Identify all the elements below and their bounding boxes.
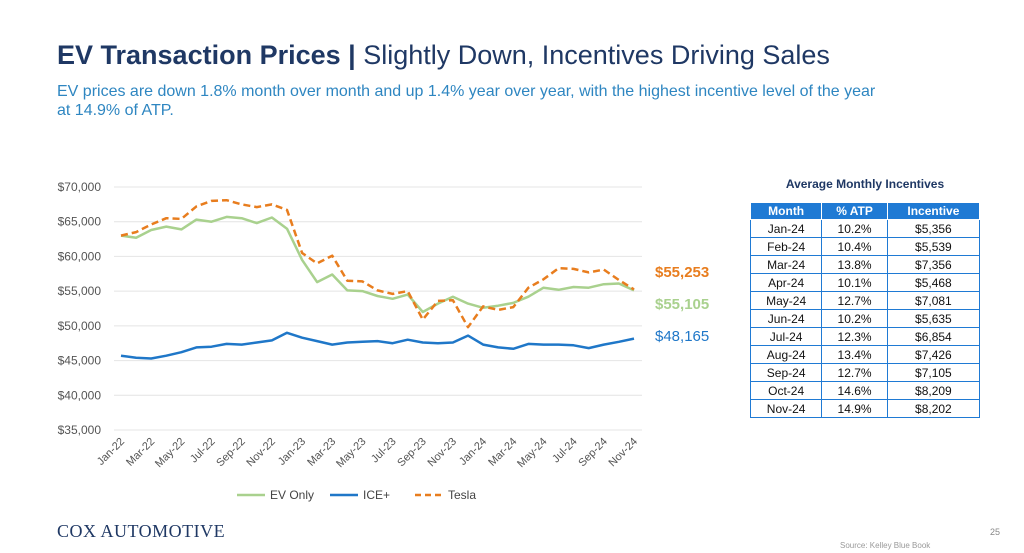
- x-tick-label: Jan-23: [276, 436, 308, 468]
- table-cell: 12.7%: [821, 291, 888, 310]
- table-row: Oct-24 14.6% $8,209: [749, 381, 981, 400]
- table-cell: $5,635: [886, 309, 981, 328]
- table-row: Jan-24 10.2% $5,356: [749, 219, 981, 238]
- series-line-ev-only: [120, 215, 635, 314]
- table-cell: Jul-24: [749, 327, 823, 346]
- table-row: Mar-24 13.8% $7,356: [749, 255, 981, 274]
- y-tick-label: $65,000: [58, 215, 102, 229]
- title-bold: EV Transaction Prices |: [57, 40, 356, 70]
- x-tick-label: May-23: [334, 436, 368, 470]
- table-cell: 10.2%: [821, 309, 888, 328]
- series-line-ice-: [120, 331, 635, 360]
- end-value-label: $48,165: [655, 328, 709, 345]
- table-cell: Nov-24: [749, 399, 823, 418]
- table-row: Jul-24 12.3% $6,854: [749, 327, 981, 346]
- table-title: Average Monthly Incentives: [785, 177, 945, 191]
- table-cell: Aug-24: [749, 345, 823, 364]
- table-cell: Feb-24: [749, 237, 823, 256]
- y-tick-label: $45,000: [58, 354, 102, 368]
- table-cell: 14.9%: [821, 399, 888, 418]
- table-cell: 13.8%: [821, 255, 888, 274]
- table-cell: $5,539: [886, 237, 981, 256]
- legend-label: EV Only: [270, 488, 314, 502]
- table-row: Sep-24 12.7% $7,105: [749, 363, 981, 382]
- table-cell: $7,105: [886, 363, 981, 382]
- x-tick-label: Nov-23: [425, 436, 459, 470]
- table-cell: $5,468: [886, 273, 981, 292]
- column-header: Incentive: [886, 202, 981, 220]
- y-tick-label: $60,000: [58, 249, 102, 263]
- table-cell: 10.4%: [821, 237, 888, 256]
- table-cell: May-24: [749, 291, 823, 310]
- table-cell: Mar-24: [749, 255, 823, 274]
- table-cell: 10.2%: [821, 219, 888, 238]
- table-row: Nov-24 14.9% $8,202: [749, 399, 981, 418]
- cox-automotive-logo: COX AUTOMOTIVE: [57, 521, 226, 541]
- table-cell: $6,854: [886, 327, 981, 346]
- table-cell: 13.4%: [821, 345, 888, 364]
- table-cell: Sep-24: [749, 363, 823, 382]
- y-tick-label: $40,000: [58, 388, 102, 402]
- table-cell: $7,426: [886, 345, 981, 364]
- end-value-label: $55,253: [655, 264, 709, 281]
- source-note: Source: Kelley Blue Book: [840, 541, 931, 550]
- page-number: 25: [990, 527, 1001, 537]
- x-tick-label: Mar-24: [486, 436, 519, 469]
- legend-label: Tesla: [448, 488, 476, 502]
- table-cell: $5,356: [886, 219, 981, 238]
- table-row: May-24 12.7% $7,081: [749, 291, 981, 310]
- x-tick-label: Nov-24: [607, 436, 641, 470]
- x-tick-label: Sep-23: [395, 436, 429, 470]
- end-value-label: $55,105: [655, 296, 709, 313]
- page-title: EV Transaction Prices | Slightly Down, I…: [57, 40, 830, 71]
- table-cell: Jun-24: [749, 309, 823, 328]
- subtitle: EV prices are down 1.8% month over month…: [57, 83, 876, 119]
- x-tick-label: Mar-22: [124, 436, 157, 469]
- table-cell: $8,202: [886, 399, 981, 418]
- table-row: Feb-24 10.4% $5,539: [749, 237, 981, 256]
- legend-label: ICE+: [363, 488, 390, 502]
- x-tick-label: Mar-23: [305, 436, 338, 469]
- x-tick-label: Jan-24: [457, 436, 489, 468]
- table-cell: 12.3%: [821, 327, 888, 346]
- column-header: Month: [749, 202, 823, 220]
- table-row: Jun-24 10.2% $5,635: [749, 309, 981, 328]
- column-header: % ATP: [821, 202, 888, 220]
- table-cell: 14.6%: [821, 381, 888, 400]
- y-tick-label: $50,000: [58, 319, 102, 333]
- table-cell: $7,356: [886, 255, 981, 274]
- x-tick-label: Nov-22: [244, 436, 278, 470]
- table-cell: Oct-24: [749, 381, 823, 400]
- y-tick-label: $35,000: [58, 423, 102, 437]
- table-cell: $7,081: [886, 291, 981, 310]
- table-row: Apr-24 10.1% $5,468: [749, 273, 981, 292]
- x-tick-label: May-22: [153, 436, 187, 470]
- table-cell: $8,209: [886, 381, 981, 400]
- x-tick-label: May-24: [515, 436, 549, 470]
- x-tick-label: Jan-22: [95, 436, 127, 468]
- series-line-tesla: [120, 198, 635, 329]
- x-tick-label: Sep-24: [576, 436, 610, 470]
- x-tick-label: Sep-22: [214, 436, 248, 470]
- table-cell: 10.1%: [821, 273, 888, 292]
- table-cell: Jan-24: [749, 219, 823, 238]
- table-cell: 12.7%: [821, 363, 888, 382]
- incentives-table: Month % ATP Incentive Jan-24 10.2% $5,356 F…: [749, 202, 981, 418]
- y-tick-label: $55,000: [58, 284, 102, 298]
- table-row: Aug-24 13.4% $7,426: [749, 345, 981, 364]
- table-cell: Apr-24: [749, 273, 823, 292]
- y-tick-label: $70,000: [58, 180, 102, 194]
- title-rest: Slightly Down, Incentives Driving Sales: [355, 40, 830, 70]
